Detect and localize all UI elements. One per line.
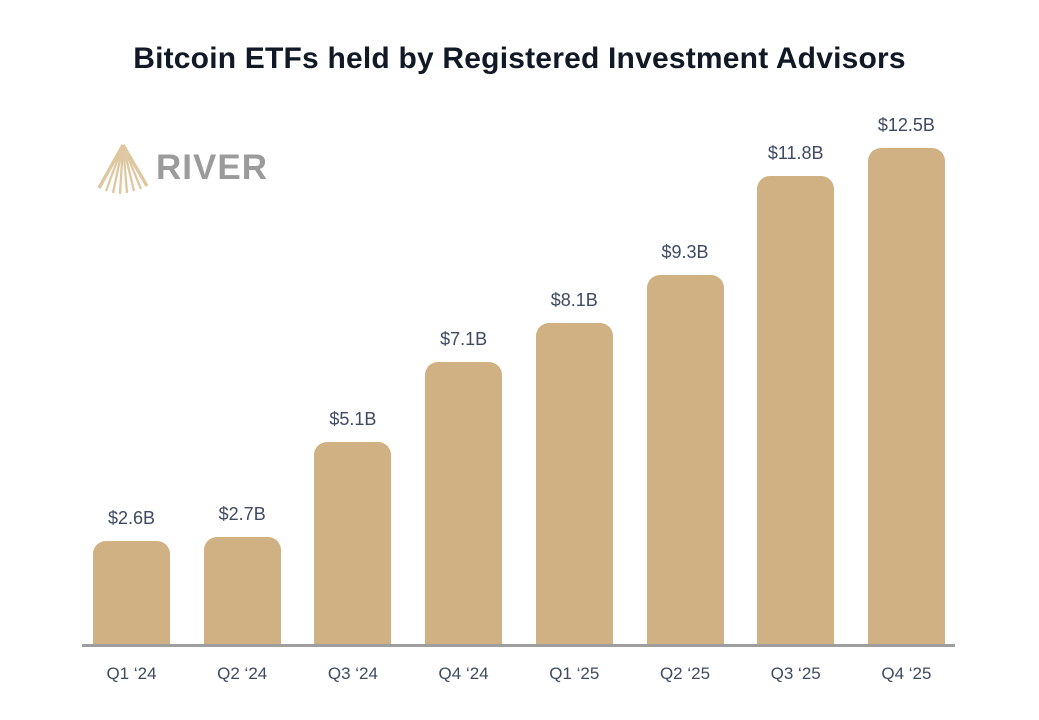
bar-value-label: $12.5B [877, 115, 935, 135]
x-axis-tick-label: Q1 ‘24 [106, 664, 157, 683]
x-axis-tick-label: Q1 ‘25 [549, 664, 600, 683]
bar-5: $8.1B Q1 ‘25 [535, 290, 613, 683]
bar-value-label: $7.1B [440, 329, 488, 349]
x-axis-tick-label: Q3 ‘24 [327, 664, 378, 683]
bar-value-label: $9.3B [661, 242, 709, 262]
x-axis-tick-label: Q4 ‘25 [881, 664, 932, 683]
x-axis-tick-label: Q2 ‘24 [217, 664, 268, 683]
bar-8: $12.5B Q4 ‘25 [867, 115, 945, 683]
bar-4: $7.1B Q4 ‘24 [425, 329, 503, 683]
bar-1: $2.6B Q1 ‘24 [93, 508, 170, 683]
bar-chart-plot: $2.6B Q1 ‘24 $2.7B Q2 ‘24 $5.1B Q3 ‘24 $7.1B Q4… [82, 104, 955, 683]
bar-value-label: $2.6B [107, 508, 156, 528]
bar-6: $9.3B Q2 ‘25 [646, 242, 724, 683]
river-logo-text: RIVER [156, 148, 268, 187]
chart-title: Bitcoin ETFs held by Registered Investme… [133, 42, 906, 75]
x-axis-tick-label: Q4 ‘24 [438, 664, 489, 683]
river-rays-icon [96, 142, 150, 194]
bar-value-label: $5.1B [329, 409, 377, 429]
bar-2: $2.7B Q2 ‘24 [203, 504, 281, 683]
bar-3: $5.1B Q3 ‘24 [314, 409, 392, 683]
bar-value-label: $8.1B [550, 290, 598, 310]
x-axis-line [82, 644, 955, 647]
bar-value-label: $11.8B [767, 143, 824, 163]
x-axis-tick-label: Q2 ‘25 [659, 664, 711, 683]
river-logo: RIVER [96, 142, 268, 194]
bar-value-label: $2.7B [218, 504, 266, 524]
x-axis-tick-label: Q3 ‘25 [770, 664, 821, 683]
bar-7: $11.8B Q3 ‘25 [757, 143, 835, 683]
